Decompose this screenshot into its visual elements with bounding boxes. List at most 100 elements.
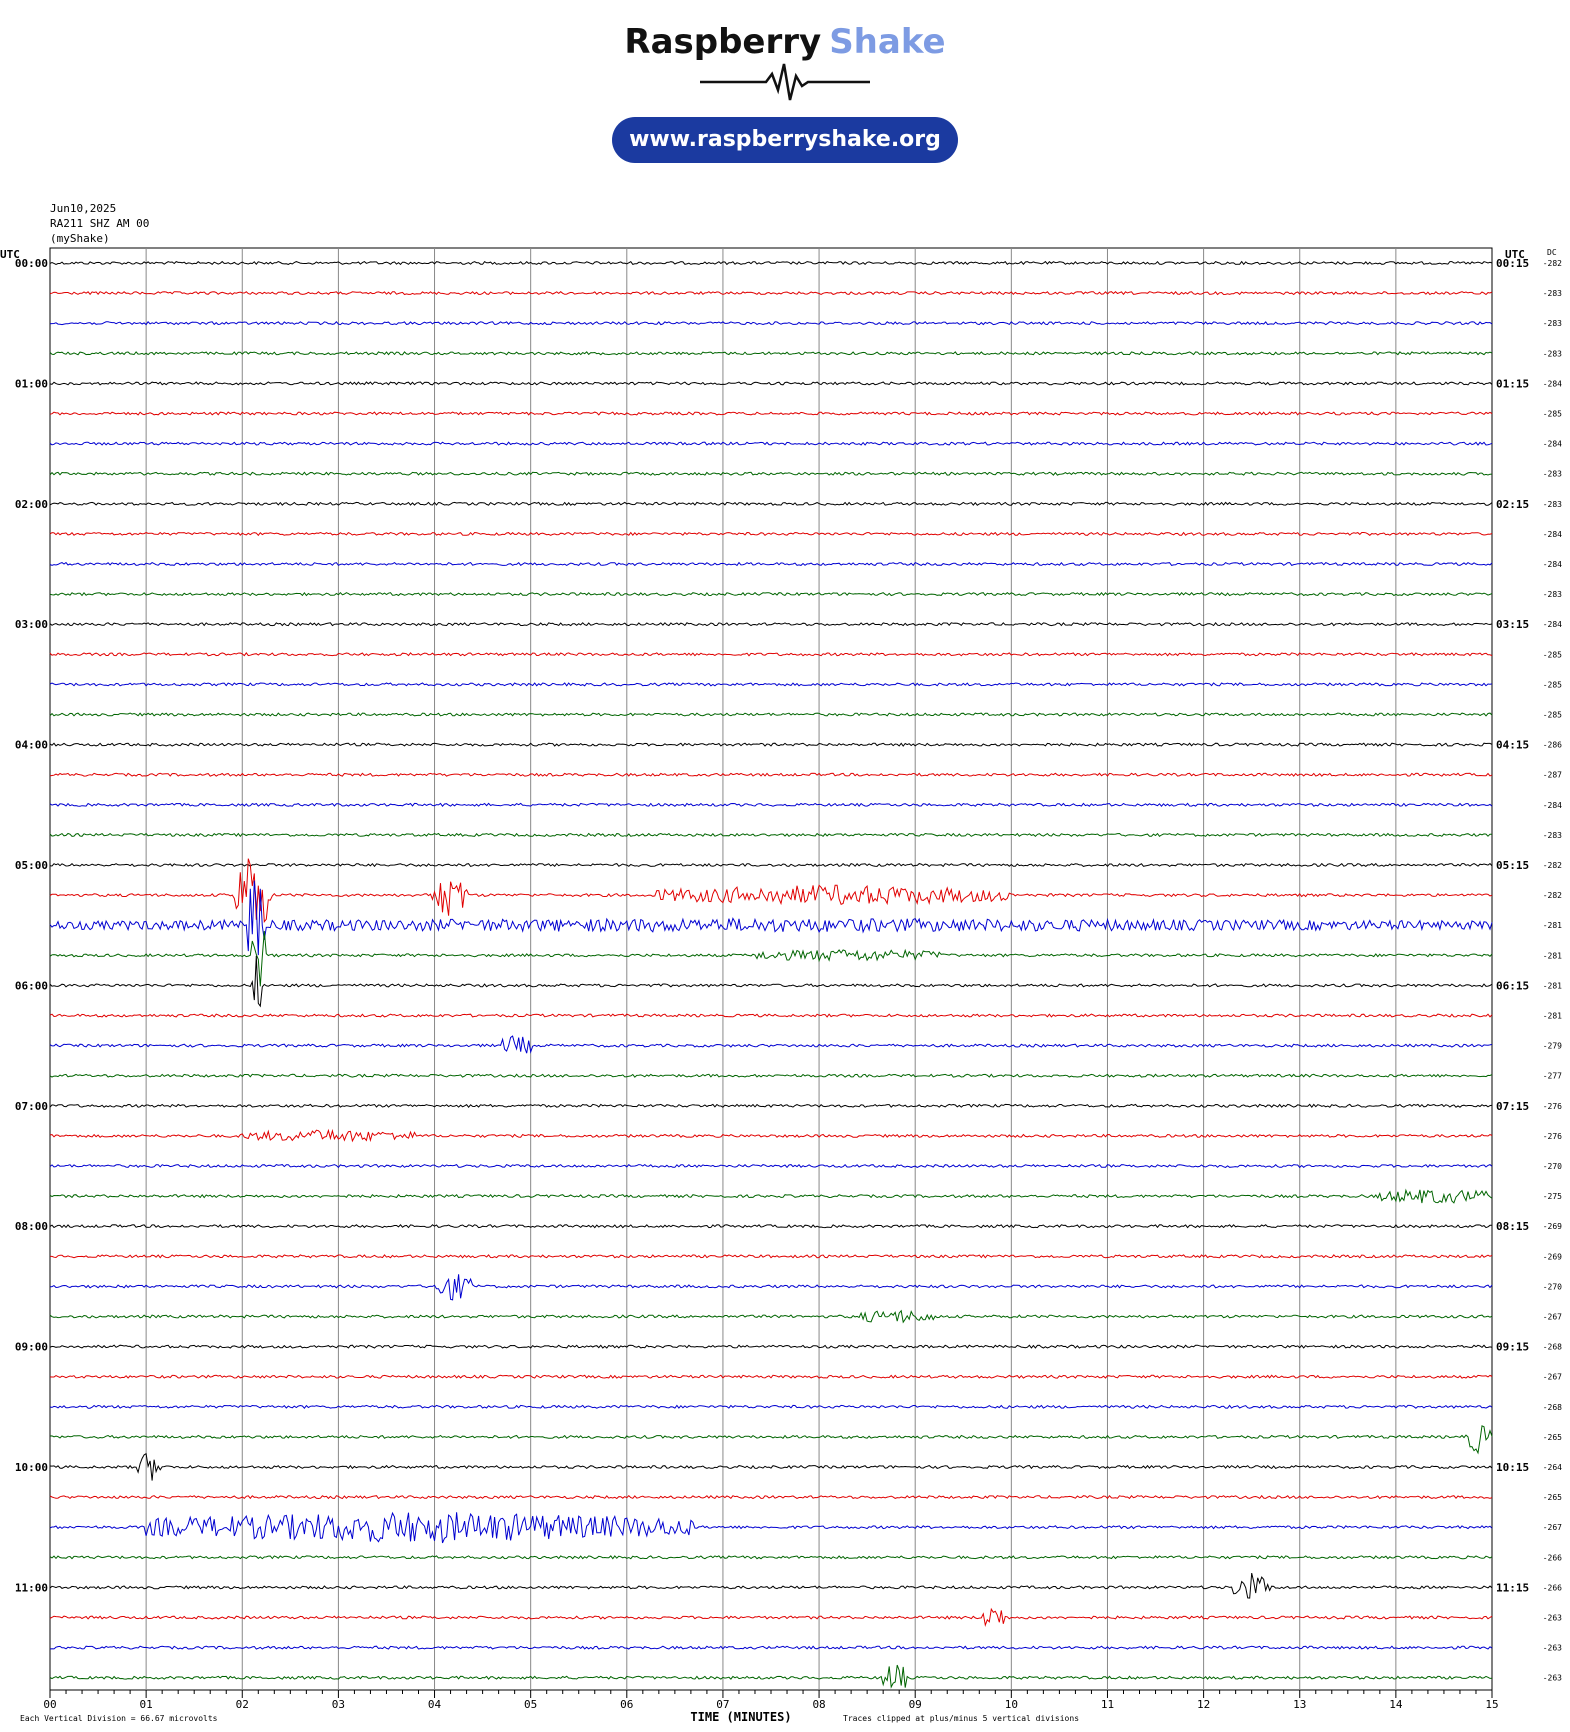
trace-row-20 (49, 862, 1493, 868)
trace-row-40 (49, 1452, 1493, 1481)
dc-offset-label: -283 (1543, 289, 1562, 298)
trace-row-5 (49, 411, 1493, 416)
right-hour-label: 10:15 (1496, 1461, 1529, 1474)
trace-row-30 (49, 1163, 1493, 1169)
dc-offset-label: -281 (1543, 951, 1562, 960)
left-hour-label: 08:00 (15, 1220, 48, 1233)
trace-row-15 (49, 712, 1493, 717)
dc-offset-label: -267 (1543, 1373, 1562, 1382)
dc-offset-label: -284 (1543, 801, 1562, 810)
left-hour-label: 01:00 (15, 377, 48, 390)
right-hour-label: 05:15 (1496, 859, 1529, 872)
dc-offset-label: -285 (1543, 711, 1562, 720)
seismic-wave-logo-icon (700, 63, 870, 101)
dc-offset-label: -267 (1543, 1313, 1562, 1322)
website-url-link[interactable]: www.raspberryshake.org (612, 117, 958, 163)
trace-row-2 (49, 321, 1493, 326)
right-hour-label: 00:15 (1496, 257, 1529, 270)
x-tick-label: 07 (716, 1698, 729, 1711)
station-label: RA211 SHZ AM 00 (50, 217, 150, 230)
trace-row-45 (49, 1607, 1493, 1627)
dc-offset-label: -269 (1543, 1252, 1562, 1261)
dc-offset-label: -285 (1543, 410, 1562, 419)
dc-offset-label: -283 (1543, 831, 1562, 840)
dc-offset-label: -263 (1543, 1614, 1562, 1623)
date-label: Jun10,2025 (50, 202, 117, 215)
trace-row-13 (49, 652, 1493, 657)
left-hour-label: 05:00 (15, 859, 48, 872)
x-tick-label: 14 (1389, 1698, 1403, 1711)
right-utc-label: UTC (1505, 248, 1525, 261)
trace-row-41 (49, 1494, 1493, 1500)
left-hour-label: 11:00 (15, 1581, 48, 1594)
left-hour-label: 00:00 (15, 257, 48, 270)
left-hour-label: 10:00 (15, 1461, 48, 1474)
dc-offset-label: -277 (1543, 1072, 1562, 1081)
x-tick-label: 06 (620, 1698, 633, 1711)
x-tick-label: 05 (524, 1698, 537, 1711)
dc-offset-label: -268 (1543, 1343, 1562, 1352)
trace-row-16 (49, 742, 1493, 747)
dc-offset-label: -268 (1543, 1403, 1562, 1412)
trace-row-37 (49, 1374, 1493, 1379)
trace-row-27 (49, 1073, 1493, 1078)
x-tick-label: 01 (140, 1698, 153, 1711)
dc-offset-label: -281 (1543, 921, 1562, 930)
dc-offset-label: -270 (1543, 1282, 1562, 1291)
brand-name-raspberry: Raspberry (624, 22, 822, 62)
right-hour-label: 09:15 (1496, 1341, 1529, 1354)
dc-offset-label: -285 (1543, 650, 1562, 659)
dc-offset-label: -265 (1543, 1493, 1562, 1502)
trace-row-3 (49, 351, 1493, 356)
left-hour-label: 04:00 (15, 739, 48, 752)
minute-gridlines (145, 248, 1397, 1690)
axis-labels: 00 01 02 03 04 05 06 07 08 09 10 11 12 13 14 15 -282 00:0… (15, 257, 1562, 1711)
x-tick-label: 09 (909, 1698, 922, 1711)
trace-row-0 (49, 260, 1493, 266)
left-hour-label: 07:00 (15, 1100, 48, 1113)
trace-row-9 (49, 531, 1493, 537)
x-tick-label: 11 (1101, 1698, 1114, 1711)
trace-row-6 (49, 441, 1493, 446)
dc-offset-label: -267 (1543, 1523, 1562, 1532)
dc-offset-label: -283 (1543, 319, 1562, 328)
trace-row-4 (49, 381, 1493, 386)
trace-row-42 (49, 1511, 1493, 1544)
x-axis-title: TIME (MINUTES) (690, 1710, 791, 1724)
dc-offset-label: -286 (1543, 741, 1562, 750)
left-utc-label: UTC (0, 248, 20, 261)
right-hour-label: 06:15 (1496, 979, 1529, 992)
trace-row-46 (49, 1645, 1493, 1650)
trace-row-17 (49, 772, 1493, 777)
trace-row-31 (49, 1188, 1493, 1204)
trace-row-21 (49, 858, 1493, 924)
trace-row-8 (49, 501, 1493, 506)
plot-frame (49, 247, 1493, 1691)
dc-offset-label: -284 (1543, 560, 1562, 569)
dc-offset-label: -265 (1543, 1433, 1562, 1442)
x-tick-label: 02 (236, 1698, 249, 1711)
dc-offset-label: -263 (1543, 1644, 1562, 1653)
x-tick-label: 15 (1485, 1698, 1498, 1711)
dc-offset-label: -281 (1543, 981, 1562, 990)
trace-row-22 (49, 880, 1493, 956)
right-hour-label: 07:15 (1496, 1100, 1529, 1113)
vertical-division-note: Each Vertical Division = 66.67 microvolt… (20, 1714, 218, 1723)
trace-row-19 (49, 832, 1493, 838)
clipping-note: Traces clipped at plus/minus 5 vertical … (843, 1714, 1079, 1723)
dc-offset-label: -282 (1543, 891, 1562, 900)
dc-offset-label: -283 (1543, 349, 1562, 358)
dc-offset-label: -275 (1543, 1192, 1562, 1201)
trace-row-33 (50, 1254, 1493, 1259)
dc-offset-label: -270 (1543, 1162, 1562, 1171)
trace-row-23 (49, 931, 1493, 987)
dc-offset-label: -283 (1543, 590, 1562, 599)
raspberry-shake-banner: Raspberry Shake www.raspberryshake.org (0, 0, 1570, 180)
trace-row-24 (49, 955, 1493, 1008)
dc-offset-label: -276 (1543, 1102, 1562, 1111)
left-hour-label: 02:00 (15, 498, 48, 511)
dc-offset-label: -282 (1543, 861, 1562, 870)
dc-offset-label: -266 (1543, 1553, 1562, 1562)
x-tick-label: 10 (1005, 1698, 1018, 1711)
dc-offset-label: -284 (1543, 440, 1562, 449)
